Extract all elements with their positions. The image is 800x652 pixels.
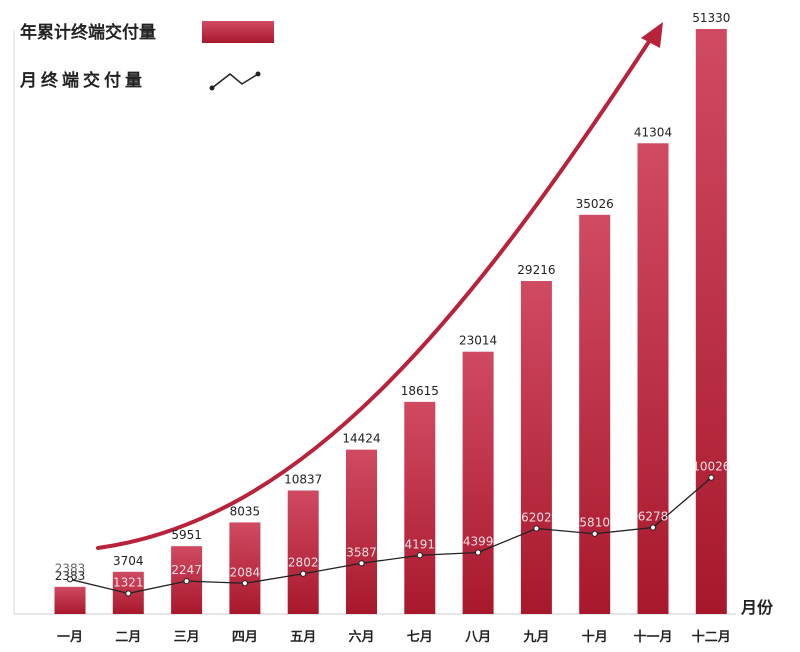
line-value-label: 4399 (463, 534, 494, 548)
bar-value-label: 29216 (517, 263, 555, 277)
legend-line-swatch (211, 73, 259, 89)
line-point (358, 560, 365, 567)
bar (520, 281, 552, 614)
bar-value-label: 10837 (284, 472, 322, 486)
line-value-label: 2247 (171, 563, 202, 577)
line-series: 2383 1321 2247 2084 2802 3587 4191 4399 6202 5810… (55, 460, 730, 597)
x-tick-label: 十月 (582, 629, 608, 645)
trend-arrow-head (641, 22, 663, 48)
line-value-label: 2084 (230, 565, 261, 579)
line-value-label: 6278 (638, 510, 669, 524)
x-tick-label: 九月 (522, 630, 549, 645)
trend-arrow (96, 38, 652, 550)
bar-series (54, 29, 727, 614)
legend-bar-swatch (202, 21, 274, 43)
line-value-label: 3587 (346, 545, 377, 559)
legend-line-marker (209, 85, 215, 91)
line-point (649, 524, 657, 531)
line-value-label: 6202 (521, 511, 552, 525)
line-point (533, 525, 540, 532)
x-tick-label: 一月 (57, 630, 83, 645)
x-tick-labels: 一月 二月 三月 四月 五月 六月 七月 八月 九月 十月 十一月 十二月 (57, 629, 731, 645)
legend-bar-label: 年累计终端交付量 (20, 22, 156, 43)
x-tick-label: 十一月 (633, 629, 672, 645)
bar-value-label: 8035 (230, 504, 261, 518)
bar-labels: 2383 3704 5951 8035 10837 14424 18615 23014 2921… (55, 11, 731, 583)
bar-value-label: 14424 (342, 432, 380, 446)
line-value-label: 1321 (113, 575, 144, 589)
bar-value-label: 41304 (634, 125, 672, 139)
line-path (69, 477, 712, 595)
x-tick-label: 三月 (174, 630, 200, 645)
bar (54, 586, 86, 614)
x-tick-label: 二月 (115, 630, 141, 645)
bar-value-label: 23014 (459, 334, 497, 348)
bar-value-label: 35026 (576, 197, 614, 211)
x-axis-title: 月份 (740, 598, 774, 617)
line-point (591, 530, 598, 537)
legend-line-marker (255, 71, 261, 77)
x-tick-label: 十二月 (692, 629, 731, 645)
legend-line-label: 月终端交付量 (19, 70, 146, 91)
bar-value-label: 51330 (692, 11, 730, 25)
bar (229, 522, 261, 614)
x-tick-label: 七月 (407, 630, 433, 645)
line-point (416, 552, 423, 559)
line-value-label: 2802 (288, 556, 319, 570)
bar (462, 351, 494, 614)
line-value-label: 5810 (579, 516, 610, 530)
bar-value-label: 5951 (171, 528, 202, 542)
line-point (708, 474, 715, 481)
bar-value-label: 2383 (55, 569, 86, 583)
line-point (475, 549, 482, 556)
line-value-label: 4191 (405, 537, 436, 551)
bar-value-label: 18615 (401, 384, 439, 398)
line-value-label: 2383 (55, 561, 86, 575)
line-point (125, 590, 132, 597)
bar (404, 401, 436, 614)
line-point (241, 580, 248, 587)
x-tick-label: 八月 (464, 630, 491, 645)
line-value-label: 10026 (692, 460, 730, 474)
bar (346, 449, 377, 614)
bar (695, 29, 727, 614)
x-tick-label: 六月 (348, 629, 374, 645)
bar (579, 214, 611, 614)
line-point (66, 576, 74, 583)
line-point (300, 570, 307, 577)
legend: 年累计终端交付量 月终端交付量 (19, 21, 274, 91)
bar (637, 143, 669, 614)
bar-value-label: 3704 (113, 554, 144, 568)
x-tick-label: 四月 (232, 630, 258, 645)
line-point (183, 578, 190, 585)
x-tick-label: 五月 (290, 630, 316, 645)
bar (287, 490, 319, 614)
